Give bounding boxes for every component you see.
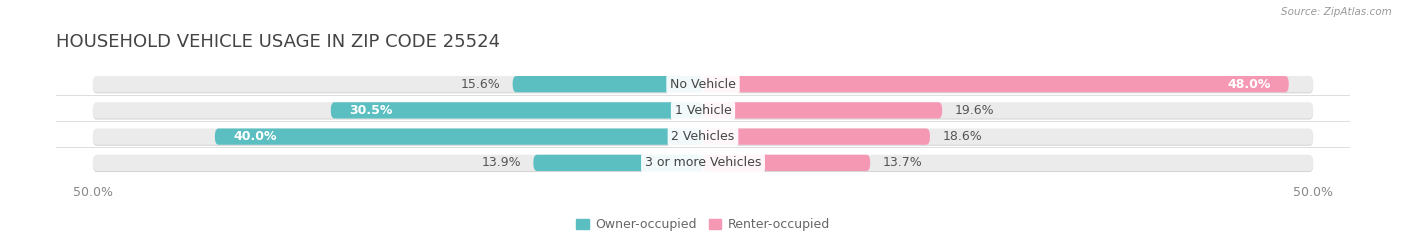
Text: 19.6%: 19.6% xyxy=(955,104,994,117)
FancyBboxPatch shape xyxy=(93,130,1313,146)
Text: Source: ZipAtlas.com: Source: ZipAtlas.com xyxy=(1281,7,1392,17)
Text: 48.0%: 48.0% xyxy=(1227,78,1271,91)
Text: 15.6%: 15.6% xyxy=(461,78,501,91)
FancyBboxPatch shape xyxy=(703,102,942,119)
Text: 1 Vehicle: 1 Vehicle xyxy=(675,104,731,117)
Text: 40.0%: 40.0% xyxy=(233,130,277,143)
FancyBboxPatch shape xyxy=(93,77,1313,93)
FancyBboxPatch shape xyxy=(215,128,703,145)
FancyBboxPatch shape xyxy=(93,102,1313,119)
Text: 2 Vehicles: 2 Vehicles xyxy=(672,130,734,143)
FancyBboxPatch shape xyxy=(330,102,703,119)
FancyBboxPatch shape xyxy=(93,155,1313,171)
FancyBboxPatch shape xyxy=(93,156,1313,172)
Text: 3 or more Vehicles: 3 or more Vehicles xyxy=(645,156,761,169)
FancyBboxPatch shape xyxy=(533,155,703,171)
Text: HOUSEHOLD VEHICLE USAGE IN ZIP CODE 25524: HOUSEHOLD VEHICLE USAGE IN ZIP CODE 2552… xyxy=(56,33,501,51)
Text: 18.6%: 18.6% xyxy=(942,130,981,143)
FancyBboxPatch shape xyxy=(703,128,929,145)
FancyBboxPatch shape xyxy=(93,128,1313,145)
Text: 13.9%: 13.9% xyxy=(481,156,522,169)
Text: 13.7%: 13.7% xyxy=(883,156,922,169)
FancyBboxPatch shape xyxy=(703,155,870,171)
FancyBboxPatch shape xyxy=(93,103,1313,120)
FancyBboxPatch shape xyxy=(513,76,703,92)
Text: No Vehicle: No Vehicle xyxy=(671,78,735,91)
Legend: Owner-occupied, Renter-occupied: Owner-occupied, Renter-occupied xyxy=(571,213,835,233)
FancyBboxPatch shape xyxy=(703,76,1289,92)
FancyBboxPatch shape xyxy=(93,76,1313,92)
Text: 30.5%: 30.5% xyxy=(349,104,392,117)
